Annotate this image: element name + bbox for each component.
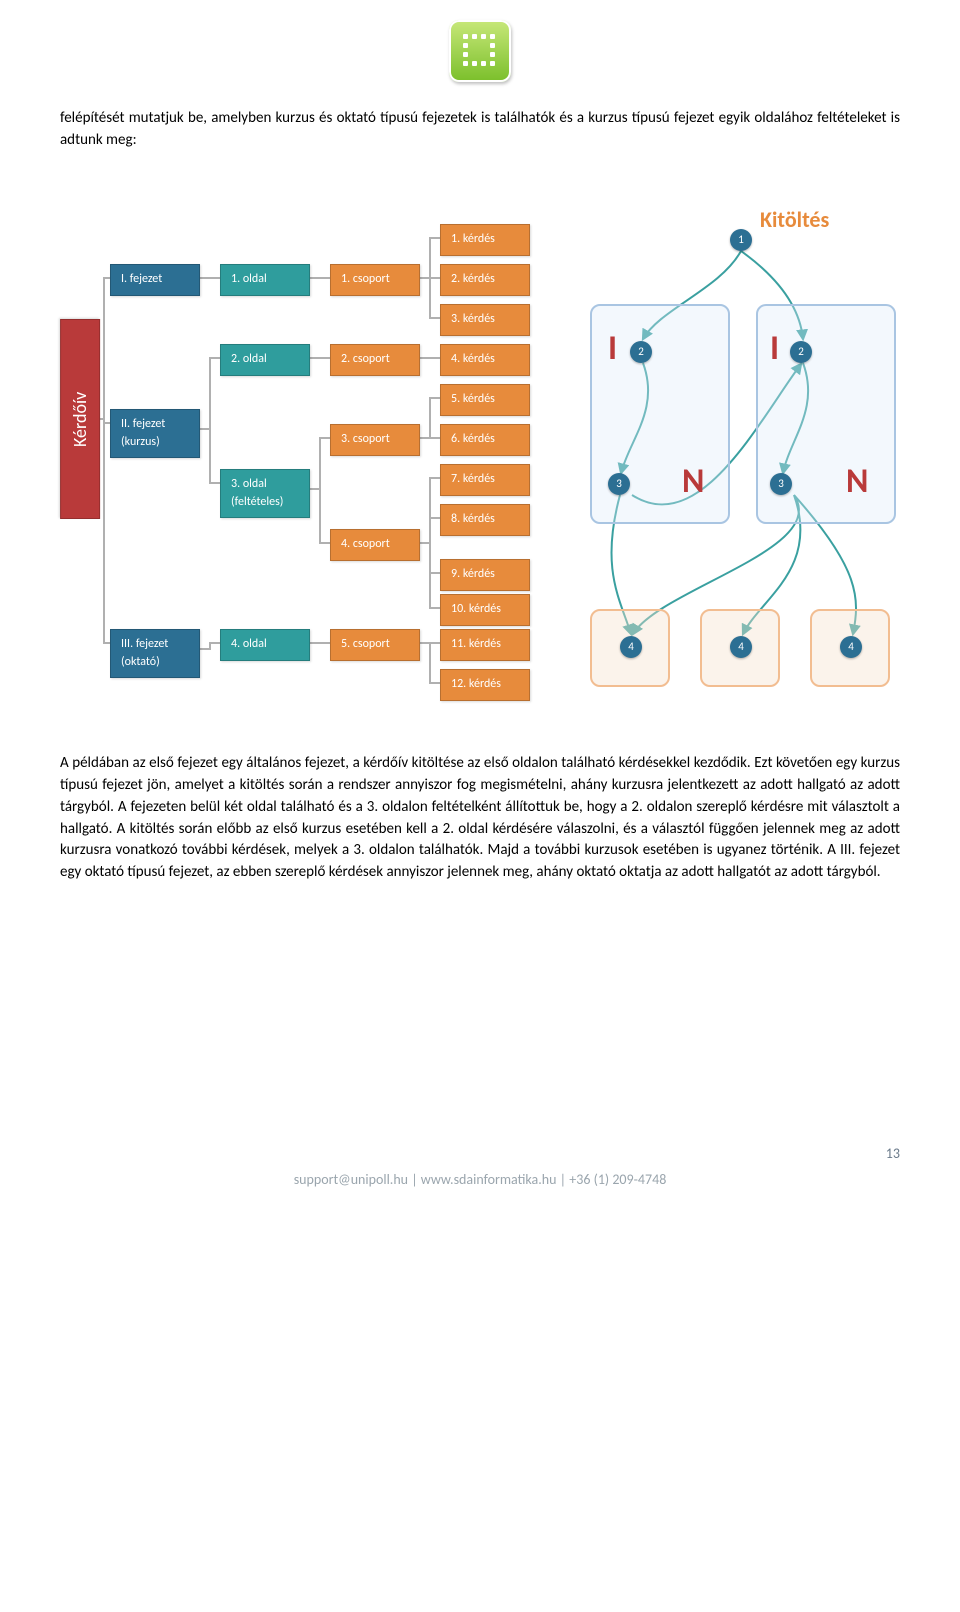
kitoltes-title: Kitöltés: [760, 204, 829, 236]
page-number: 13: [60, 1144, 900, 1164]
group-box: 5. csoport: [330, 629, 420, 660]
question-box: 5. kérdés: [440, 384, 530, 415]
group-box: 2. csoport: [330, 344, 420, 375]
question-box: 1. kérdés: [440, 224, 530, 255]
question-box: 9. kérdés: [440, 559, 530, 590]
branch-letter: I: [770, 324, 779, 373]
question-box: 11. kérdés: [440, 629, 530, 660]
step-circle: 1: [730, 229, 752, 251]
chapter-box: II. fejezet(kurzus): [110, 409, 200, 458]
page-box: 2. oldal: [220, 344, 310, 375]
group-box: 1. csoport: [330, 264, 420, 295]
branch-letter: N: [682, 457, 704, 506]
questionnaire-label: Kérdőív: [60, 319, 100, 519]
question-box: 10. kérdés: [440, 594, 530, 625]
question-box: 4. kérdés: [440, 344, 530, 375]
question-box: 2. kérdés: [440, 264, 530, 295]
branch-letter: I: [608, 324, 617, 373]
page-box: 3. oldal(feltételes): [220, 469, 310, 518]
question-box: 8. kérdés: [440, 504, 530, 535]
page-box: 4. oldal: [220, 629, 310, 660]
branch-letter: N: [846, 457, 868, 506]
question-box: 6. kérdés: [440, 424, 530, 455]
footer-text: support@unipoll.hu | www.sdainformatika.…: [60, 1170, 900, 1190]
logo-icon: [449, 20, 511, 82]
structure-diagram: Kérdőív Kitöltés I. fejezet II. fejezet(k…: [60, 169, 900, 729]
logo-container: [60, 20, 900, 90]
question-box: 3. kérdés: [440, 304, 530, 335]
intro-paragraph: felépítését mutatjuk be, amelyben kurzus…: [60, 108, 900, 152]
group-box: 3. csoport: [330, 424, 420, 455]
chapter-box: III. fejezet(oktató): [110, 629, 200, 678]
question-box: 7. kérdés: [440, 464, 530, 495]
body-paragraph: A példában az első fejezet egy általános…: [60, 753, 900, 884]
chapter-box: I. fejezet: [110, 264, 200, 295]
page-box: 1. oldal: [220, 264, 310, 295]
group-box: 4. csoport: [330, 529, 420, 560]
question-box: 12. kérdés: [440, 669, 530, 700]
